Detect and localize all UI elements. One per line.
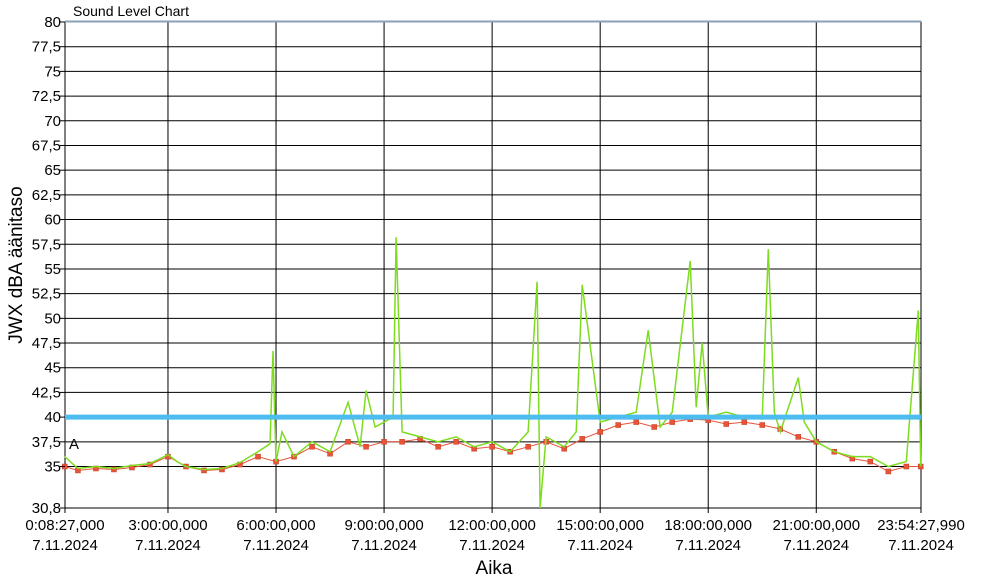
x-tick-date: 7.11.2024 [567,537,633,554]
x-tick-label: 6:00:00,000 [236,517,315,534]
y-tick-label: 55 [44,261,61,278]
series-point-red [309,444,315,450]
x-tick-date: 7.11.2024 [351,537,417,554]
annotation-label: A [69,436,79,453]
chart-title: Sound Level Chart [73,3,189,19]
series-point-red [111,466,117,473]
plot-background [64,21,922,509]
y-axis-ticks: 30,8 35 37,5 40 42,5 45 47,5 50 52,5 55 57,5 60 62,5… [32,14,65,517]
y-tick-label: 47,5 [32,335,61,352]
series-point-red [381,439,387,445]
x-tick-label: 23:54:27,990 [877,517,965,534]
y-tick-label: 65 [44,162,61,179]
series-point-red [669,419,675,425]
series-point-red [795,434,802,440]
x-tick-date: 7.11.2024 [135,537,201,554]
series-point-red [453,439,459,445]
y-tick-label: 77,5 [32,39,61,56]
series-point-red [345,439,351,445]
series-point-red [759,422,765,428]
y-tick-label: 37,5 [32,434,61,451]
x-tick-date: 7.11.2024 [888,537,954,554]
series-point-red [525,444,531,450]
y-tick-label: 42,5 [32,384,61,401]
series-point-red [633,419,639,425]
x-tick-date: 7.11.2024 [32,537,98,554]
x-tick-label: 21:00:00,000 [772,517,860,534]
x-tick-label: 12:00:00,000 [448,517,536,534]
y-tick-label: 30,8 [32,500,61,517]
y-tick-label: 75 [44,63,61,80]
series-point-red [363,444,369,450]
x-tick-date: 7.11.2024 [459,537,525,554]
x-tick-label: 9:00:00,000 [344,517,423,534]
series-point-red [201,467,207,474]
x-tick-label: 18:00:00,000 [664,517,752,534]
series-point-red [435,444,441,450]
y-tick-label: 60 [44,212,61,229]
y-tick-label: 72,5 [32,88,61,105]
x-axis-ticks: 0:08:27,000 7.11.2024 3:00:00,000 7.11.2024… [25,508,965,554]
y-tick-label: 50 [44,310,61,327]
series-point-red [147,461,153,468]
series-point-red [885,468,892,475]
x-axis-title: Aika [476,558,513,579]
y-axis-title: JWX dBA äänitaso [6,186,27,343]
x-tick-label: 3:00:00,000 [128,517,207,534]
series-point-red [255,453,261,460]
y-tick-label: 62,5 [32,187,61,204]
x-tick-label: 0:08:27,000 [25,517,104,534]
y-tick-label: 45 [44,360,61,377]
series-point-red [615,422,621,428]
y-tick-label: 35 [44,459,61,476]
series-point-red [741,419,747,425]
y-tick-label: 40 [44,409,61,426]
y-tick-label: 70 [44,113,61,130]
grid-lines [64,21,922,509]
y-tick-label: 52,5 [32,286,61,303]
x-tick-label: 15:00:00,000 [556,517,644,534]
series-line-green [64,237,922,509]
series-point-red [723,421,729,427]
series-layer [61,237,924,509]
series-point-red [651,424,657,430]
y-tick-label: 57,5 [32,236,61,253]
x-tick-date: 7.11.2024 [783,537,849,554]
x-tick-date: 7.11.2024 [243,537,309,554]
series-point-red [399,439,405,445]
y-tick-label: 80 [44,14,61,31]
y-tick-label: 67,5 [32,137,61,154]
series-point-red [579,436,585,442]
series-point-red [903,463,910,470]
series-point-red [867,458,874,465]
series-point-red [597,429,603,435]
x-tick-date: 7.11.2024 [675,537,741,554]
series-point-red [219,466,225,473]
series-point-red [489,444,495,450]
